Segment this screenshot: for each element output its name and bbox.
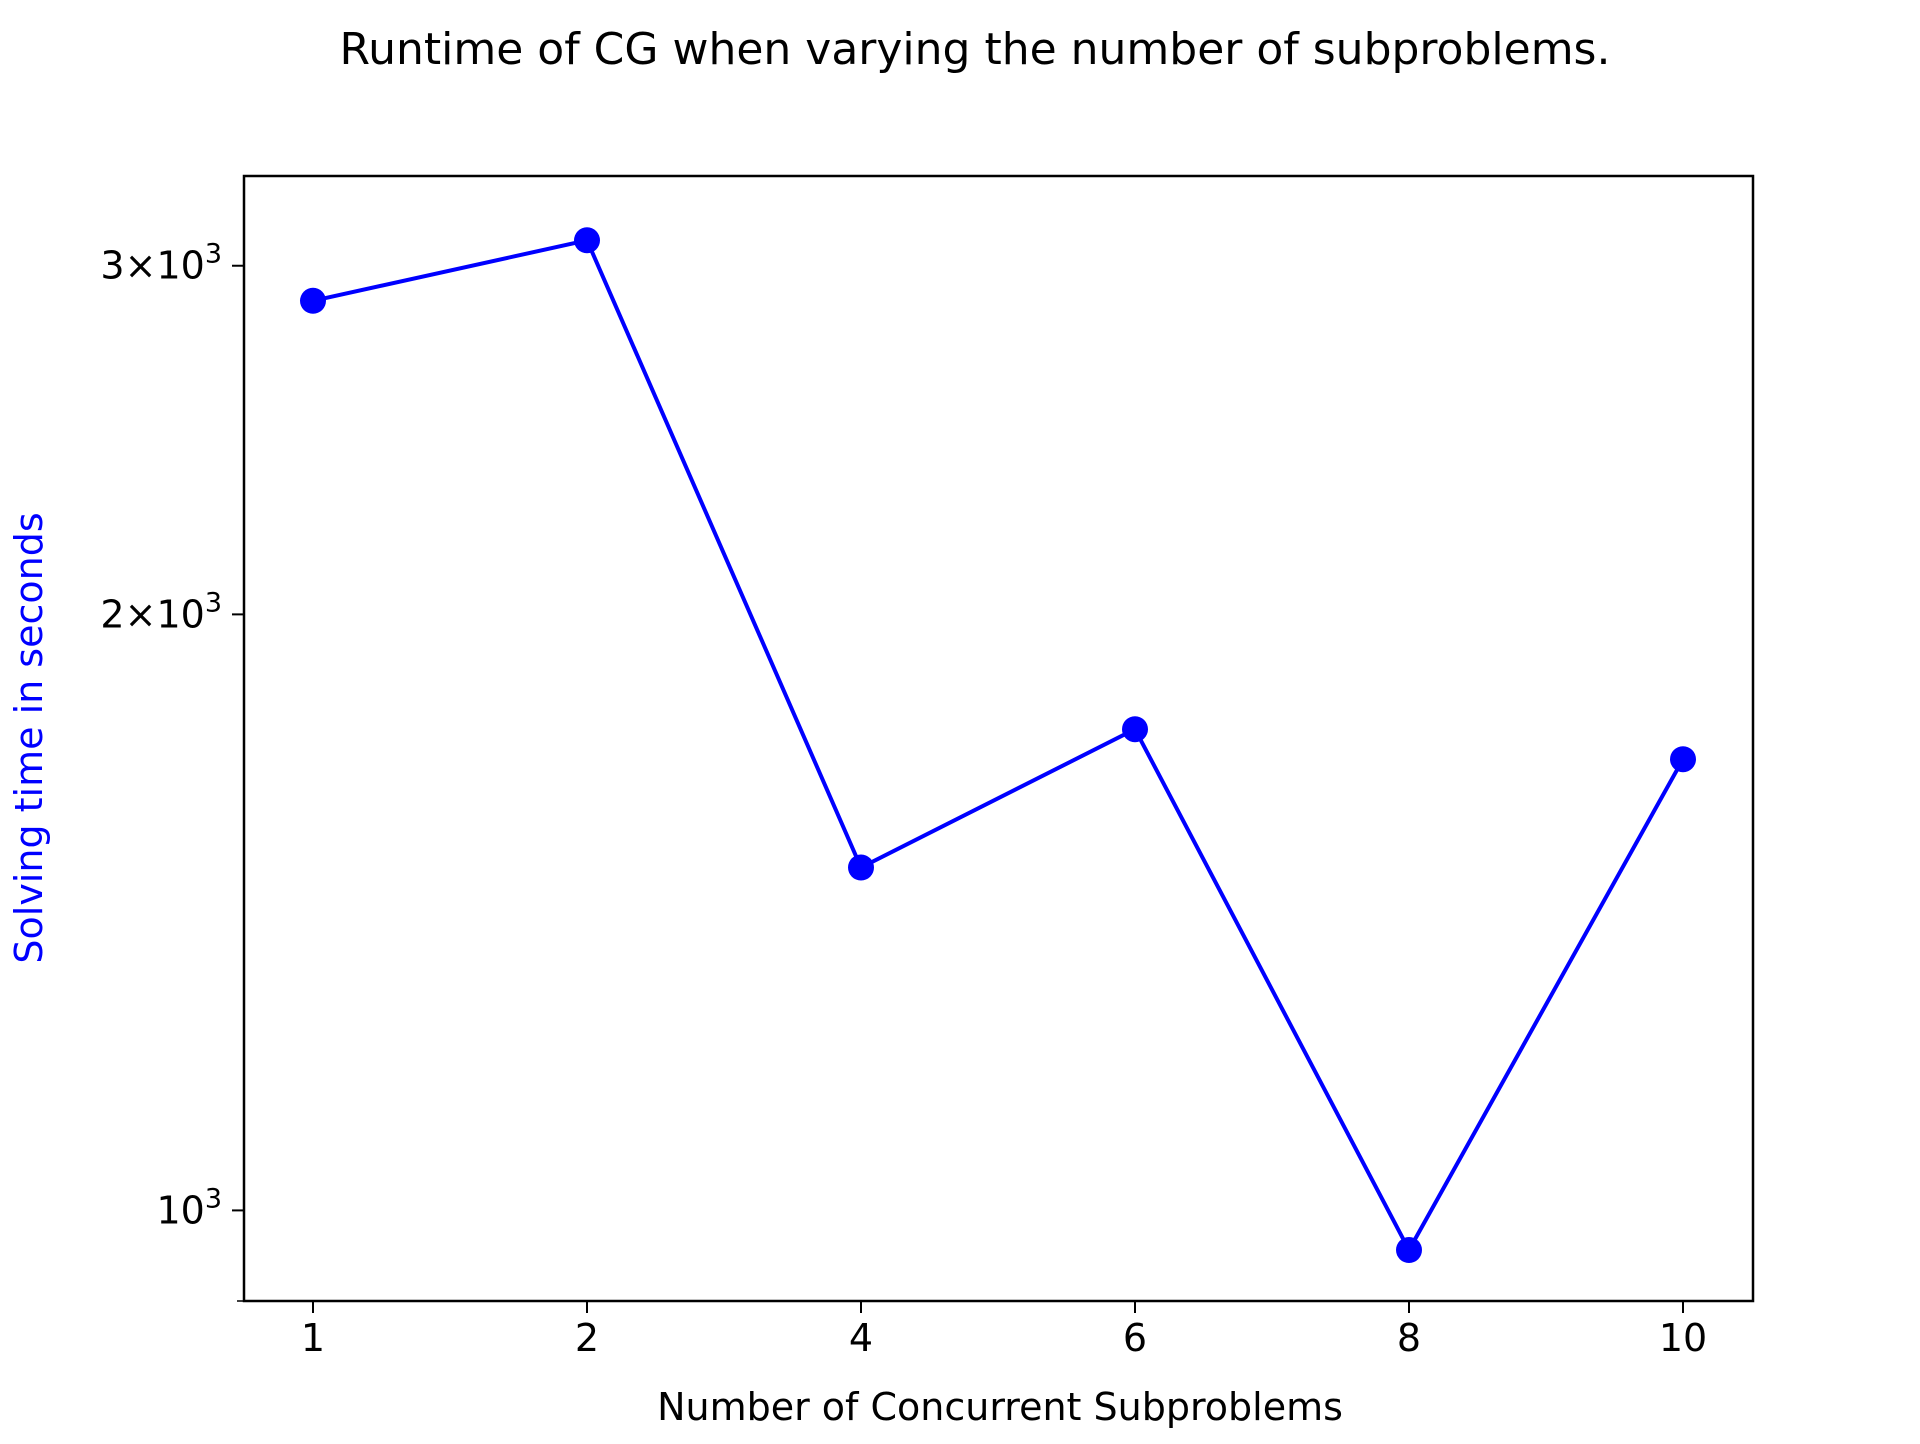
y-tick-label: 103 (156, 1183, 222, 1232)
y-tick-label: 2×103 (100, 587, 222, 636)
data-point (574, 227, 600, 254)
data-point (1670, 746, 1696, 773)
x-tick-label: 1 (301, 1316, 325, 1360)
plot-frame (242, 174, 1755, 1303)
data-point (1396, 1237, 1422, 1263)
y-axis-ticks: 103 2×103 3×103 (100, 239, 244, 1302)
x-axis-label: Number of Concurrent Subproblems (657, 1385, 1343, 1429)
x-tick-label: 8 (1397, 1316, 1421, 1360)
x-tick-label: 10 (1659, 1316, 1707, 1360)
x-tick-label: 4 (849, 1316, 873, 1360)
x-axis-ticks: 1 2 4 6 8 10 (301, 1301, 1707, 1360)
x-tick-label: 2 (575, 1316, 599, 1360)
chart-title: Runtime of CG when varying the number of… (340, 24, 1611, 75)
data-point (848, 854, 874, 881)
x-tick-label: 6 (1123, 1316, 1147, 1360)
y-tick-label: 3×103 (100, 239, 222, 288)
y-axis-label: Solving time in seconds (7, 512, 51, 963)
data-point (300, 287, 326, 314)
data-point (1122, 716, 1148, 743)
series-layer (300, 227, 1696, 1263)
series-line (312, 237, 1685, 1255)
